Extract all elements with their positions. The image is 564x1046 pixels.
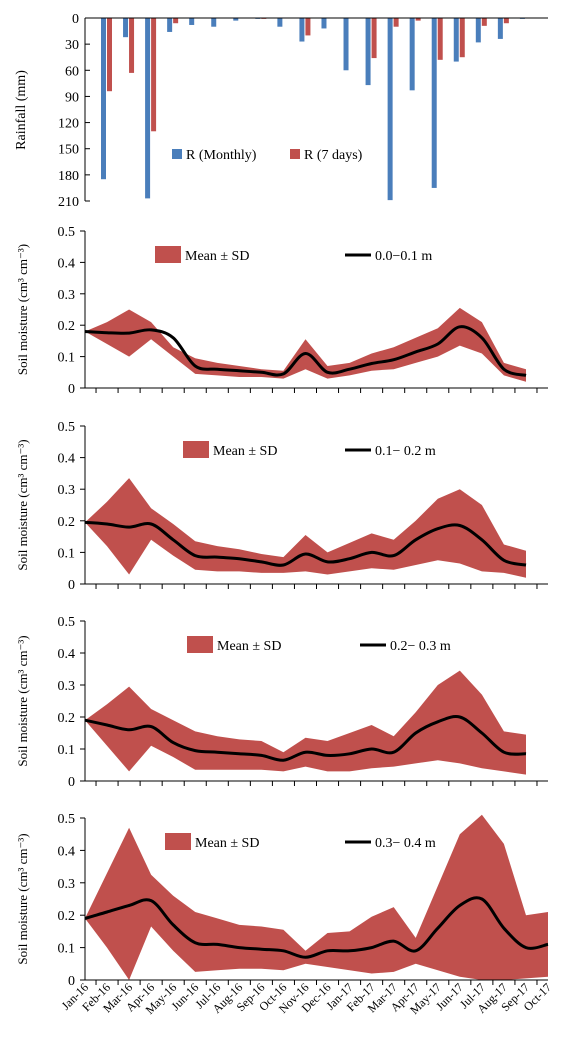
rainfall-y-tick-label: 180 (58, 169, 79, 184)
rainfall-7day-bar (393, 18, 399, 27)
soil-y-tick-label: 0.5 (58, 812, 76, 827)
rainfall-monthly-bar (167, 18, 173, 32)
legend-label-band: Mean ± SD (217, 639, 281, 654)
soil-y-tick-label: 0.3 (58, 679, 76, 694)
rainfall-monthly-bar (145, 18, 151, 199)
mean-line (84, 325, 527, 377)
rainfall-7day-bar (371, 18, 377, 59)
legend-swatch-monthly (172, 149, 182, 159)
rainfall-y-tick-label: 60 (65, 64, 79, 79)
soil-y-tick-label: 0.2 (58, 909, 76, 924)
rainfall-monthly-bar (321, 18, 327, 29)
rainfall-monthly-bar (123, 18, 129, 38)
rainfall-monthly-bar (233, 18, 239, 21)
rainfall-y-tick-label: 120 (58, 117, 79, 132)
legend-label-mean: 0.0−0.1 m (375, 249, 432, 264)
soil-y-tick-label: 0.4 (58, 452, 76, 467)
legend-label-band: Mean ± SD (195, 836, 259, 851)
sd-band (85, 478, 526, 578)
rainfall-7day-bar (481, 18, 487, 26)
mean-line (84, 715, 527, 762)
rainfall-monthly-bar (497, 18, 503, 39)
soil-y-tick-label: 0.5 (58, 420, 76, 435)
soil-y-tick-label: 0.5 (58, 615, 76, 630)
rainfall-monthly-bar (211, 18, 217, 27)
rainfall-7day-bar (503, 18, 509, 24)
rainfall-monthly-bar (101, 18, 106, 180)
soil-y-tick-label: 0.1 (58, 546, 76, 561)
soil-y-tick-label: 0.2 (58, 515, 76, 530)
rainfall-y-tick-label: 0 (72, 12, 79, 27)
rainfall-y-axis-label: Rainfall (mm) (14, 70, 29, 150)
soil-y-tick-label: 0.3 (58, 483, 76, 498)
x-axis-labels: Jan-16Feb-16Mar-16Apr-16May-16Jun-16Jul-… (59, 980, 555, 1017)
sd-band (85, 814, 548, 980)
soil-y-tick-label: 0.4 (58, 256, 76, 271)
rainfall-monthly-bar (365, 18, 371, 86)
soil-y-tick-label: 0.3 (58, 288, 76, 303)
soil-moisture-chart-3: 0 0.1 0.2 0.3 0.4 0.5 Soil moisture (cm³ cm⁻³)… (15, 615, 548, 790)
legend-label-mean: 0.3− 0.4 m (375, 836, 436, 851)
soil-moisture-chart-2: 0 0.1 0.2 0.3 0.4 0.5 Soil moisture (cm³ cm⁻³)… (15, 420, 548, 593)
rainfall-y-tick-label: 30 (65, 38, 79, 53)
soil-y-tick-label: 0.1 (58, 351, 76, 366)
mean-line (84, 896, 549, 959)
rainfall-7day-bar (437, 18, 443, 60)
mean-line (84, 520, 527, 567)
soil-moisture-chart-1: 0 0.1 0.2 0.3 0.4 0.5 Soil moisture (cm³ cm⁻³)… (15, 225, 548, 397)
soil-y-tick-label: 0 (68, 775, 75, 790)
legend-label-monthly: R (Monthly) (186, 148, 257, 163)
legend-swatch-band (183, 441, 209, 458)
rainfall-monthly-bar (431, 18, 437, 188)
soil-y-tick-label: 0.5 (58, 225, 76, 240)
soil-y-tick-label: 0 (68, 974, 75, 989)
rainfall-monthly-bar (343, 18, 349, 71)
rainfall-y-tick-label: 210 (58, 195, 79, 210)
soil-y-tick-label: 0.4 (58, 844, 76, 859)
legend-label-mean: 0.1− 0.2 m (375, 444, 436, 459)
rainfall-monthly-bar (409, 18, 415, 91)
soil-y-tick-label: 0.1 (58, 942, 76, 957)
soil-y-tick-label: 0.1 (58, 743, 76, 758)
soil-y-axis-label: Soil moisture (cm³ cm⁻³) (15, 635, 30, 766)
legend-label-7day: R (7 days) (304, 148, 363, 163)
soil-y-tick-label: 0.2 (58, 711, 76, 726)
rainfall-7day-bar (173, 18, 179, 24)
sd-band (85, 307, 526, 382)
rainfall-monthly-bar (475, 18, 481, 43)
legend-swatch-band (187, 636, 213, 653)
legend-swatch-7day (290, 149, 300, 159)
rainfall-y-tick-label: 150 (58, 143, 79, 158)
rainfall-7day-bar (305, 18, 311, 36)
rainfall-7day-bar (107, 18, 112, 92)
legend-label-band: Mean ± SD (185, 249, 249, 264)
soil-y-tick-label: 0 (68, 382, 75, 397)
soil-y-tick-label: 0.3 (58, 877, 76, 892)
rainfall-7day-bar (459, 18, 465, 58)
rainfall-y-tick-label: 90 (65, 90, 79, 105)
sd-band (85, 670, 526, 775)
rainfall-7day-bar (415, 18, 421, 21)
rainfall-7day-bar (129, 18, 135, 73)
legend-label-mean: 0.2− 0.3 m (390, 639, 451, 654)
legend-label-band: Mean ± SD (213, 444, 277, 459)
legend-swatch-band (165, 833, 191, 850)
soil-y-tick-label: 0 (68, 578, 75, 593)
soil-y-axis-label: Soil moisture (cm³ cm⁻³) (15, 833, 30, 964)
soil-y-tick-label: 0.4 (58, 647, 76, 662)
soil-y-axis-label: Soil moisture (cm³ cm⁻³) (15, 244, 30, 375)
rainfall-monthly-bar (387, 18, 393, 201)
rainfall-monthly-bar (453, 18, 459, 62)
soil-moisture-chart-4: 0 0.1 0.2 0.3 0.4 0.5 Soil moisture (cm³ cm⁻³)… (15, 812, 549, 989)
rainfall-monthly-bar (189, 18, 195, 25)
rainfall-monthly-bar (299, 18, 305, 42)
soil-y-tick-label: 0.2 (58, 319, 76, 334)
soil-y-axis-label: Soil moisture (cm³ cm⁻³) (15, 439, 30, 570)
legend-swatch-band (155, 246, 181, 263)
rainfall-monthly-bar (277, 18, 283, 27)
rainfall-7day-bar (151, 18, 157, 132)
rainfall-chart: 0 30 60 90 120 150 180 210 Rainfall (mm) R (Month… (14, 12, 548, 210)
